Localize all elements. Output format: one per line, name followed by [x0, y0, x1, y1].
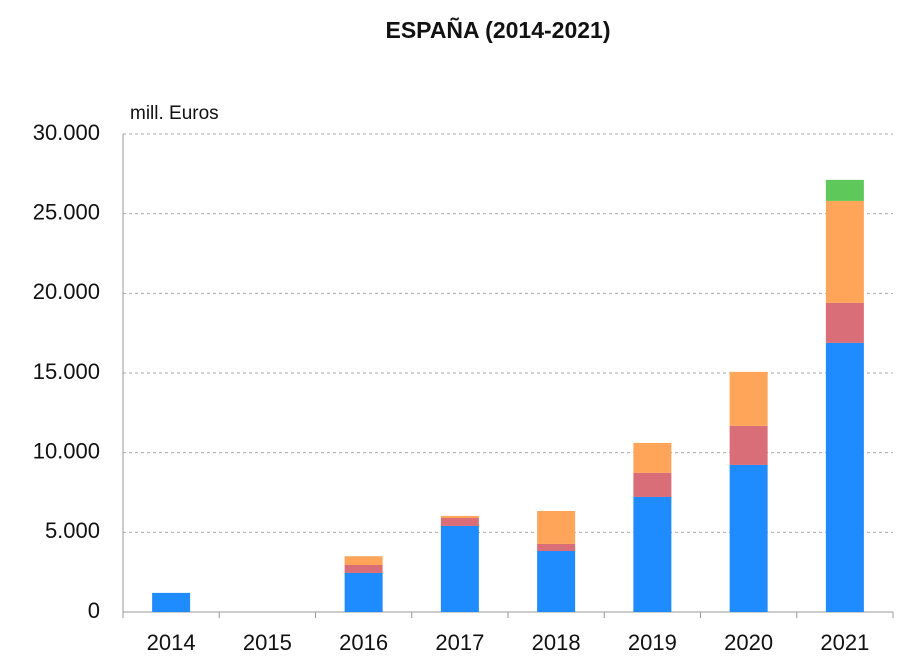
y-tick-label: 25.000 [33, 199, 100, 224]
bar-segment [633, 496, 672, 612]
bar-segment [729, 371, 768, 426]
y-tick-label: 15.000 [33, 359, 100, 384]
bar-segment [344, 556, 383, 565]
bar-segment [440, 517, 479, 526]
bar-segment [440, 515, 479, 518]
bar-segment [440, 525, 479, 612]
bar-segment [825, 200, 864, 303]
y-tick-label: 10.000 [33, 438, 100, 463]
y-tick-label: 0 [88, 598, 100, 623]
x-tick-label: 2014 [147, 630, 196, 655]
bar-segment [537, 550, 576, 612]
bar-segment [537, 510, 576, 544]
bar-segment [633, 442, 672, 473]
chart-title: ESPAÑA (2014-2021) [386, 16, 611, 43]
y-tick-label: 20.000 [33, 279, 100, 304]
x-tick-label: 2016 [339, 630, 388, 655]
bar-segment [633, 472, 672, 497]
x-tick-label: 2019 [628, 630, 677, 655]
bar-segment [729, 425, 768, 465]
bar-segment [825, 179, 864, 201]
x-tick-label: 2021 [820, 630, 869, 655]
bar-segment [729, 464, 768, 612]
y-axis-label: mill. Euros [130, 103, 219, 124]
bar-segment [825, 302, 864, 343]
y-tick-label: 5.000 [45, 518, 100, 543]
bar-segment [344, 564, 383, 573]
x-tick-label: 2020 [724, 630, 773, 655]
x-tick-label: 2018 [532, 630, 581, 655]
bar-segment [825, 342, 864, 612]
bar-segment [537, 543, 576, 551]
x-tick-label: 2017 [435, 630, 484, 655]
y-tick-label: 30.000 [33, 120, 100, 145]
bar-segment [344, 572, 383, 612]
x-tick-label: 2015 [243, 630, 292, 655]
bar-segment [152, 592, 191, 612]
